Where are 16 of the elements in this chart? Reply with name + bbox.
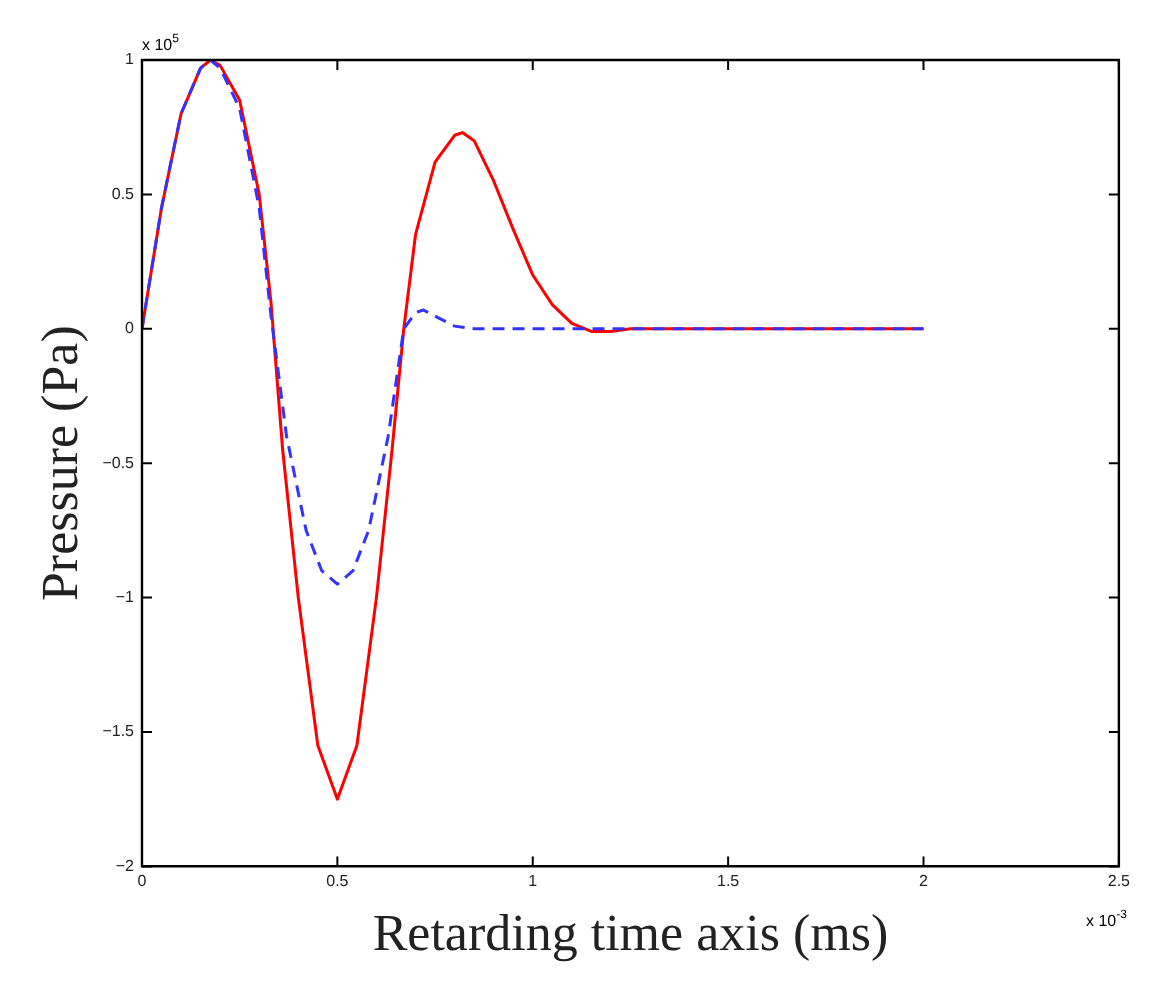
y-tick-label: −2 <box>115 856 136 875</box>
x-axis-title: Retarding time axis (ms) <box>372 904 889 963</box>
y-tick-label: 1 <box>125 50 136 69</box>
x-tick-label: 2.5 <box>1107 872 1132 891</box>
x-tick-label: 2 <box>919 872 930 891</box>
x-tick-label: 1 <box>528 872 539 891</box>
y-tick-label: −1.5 <box>102 722 136 741</box>
y-axis-title: Pressure (Pa) <box>30 325 89 602</box>
y-tick-label: −1 <box>115 588 136 607</box>
y-tick-label: −0.5 <box>102 453 136 472</box>
y-tick-label: 0 <box>125 319 136 338</box>
x-tick-label: 1.5 <box>717 872 741 891</box>
y-tick-label: 0.5 <box>111 184 136 203</box>
x-tick-label: 0 <box>137 872 148 891</box>
line-series <box>141 60 925 586</box>
x-tick-label: 0.5 <box>326 872 350 891</box>
